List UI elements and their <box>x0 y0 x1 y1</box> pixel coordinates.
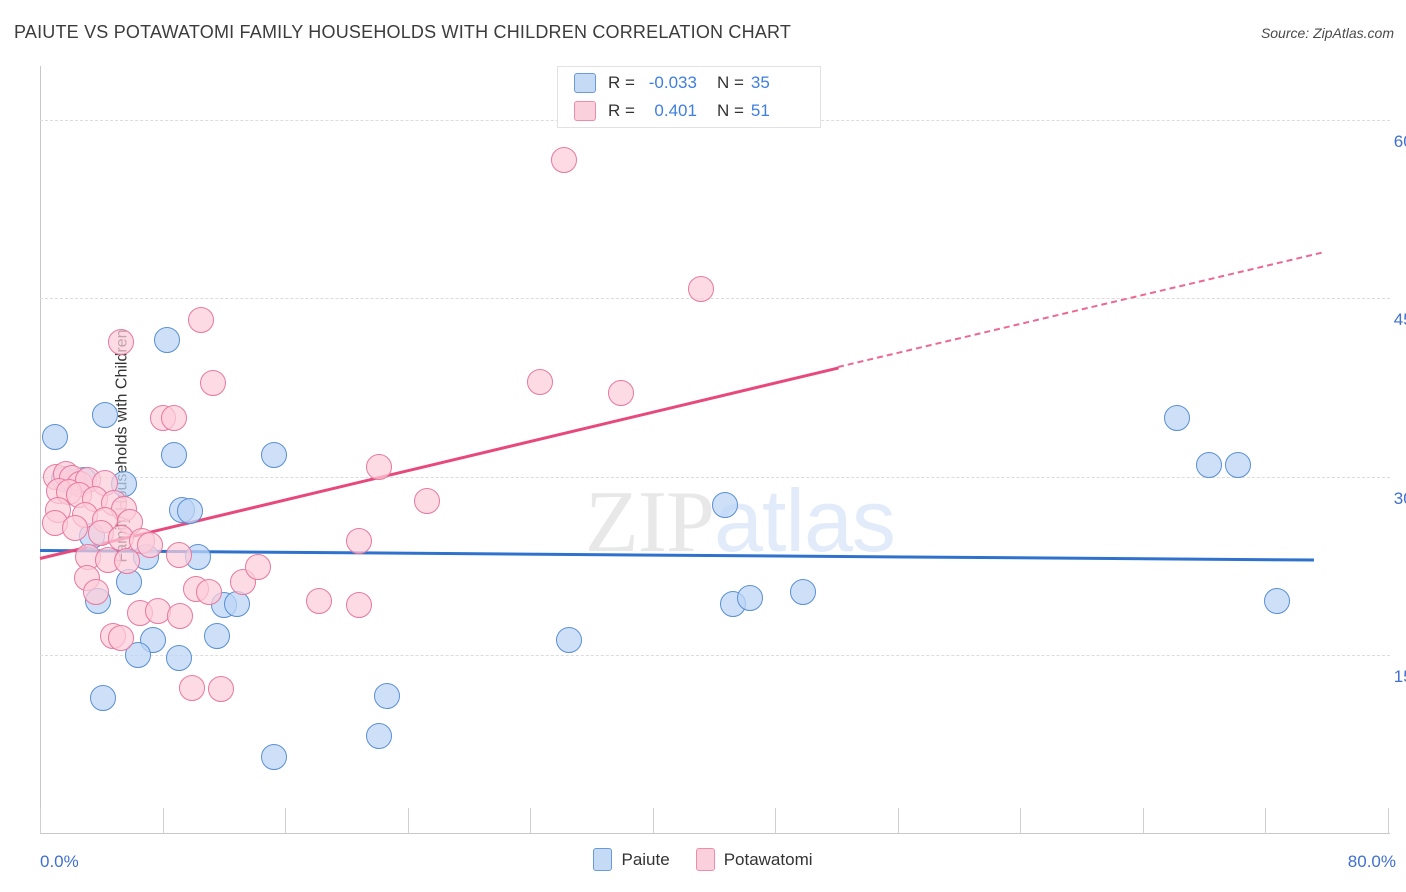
series-swatch-potawatomi <box>695 848 715 871</box>
trendline-extension-potawatomi <box>837 251 1323 369</box>
stats-legend-row-paiute: R = -0.033 N = 35 <box>558 69 820 97</box>
plot-area: ZIPatlas 60.0%45.0%30.0%15.0% <box>39 66 1406 834</box>
data-point-paiute[interactable] <box>89 685 116 712</box>
stats-legend: R = -0.033 N = 35 R = 0.401 N = 51 <box>557 66 821 128</box>
legend-n-label-potawatomi: N = <box>716 101 744 120</box>
data-point-paiute[interactable] <box>1163 405 1190 432</box>
data-point-potawatomi[interactable] <box>144 598 171 625</box>
data-point-paiute[interactable] <box>555 626 582 653</box>
x-tick <box>285 808 287 834</box>
gridline <box>40 298 1390 300</box>
x-tick <box>407 808 409 834</box>
data-point-potawatomi[interactable] <box>107 329 134 356</box>
data-point-potawatomi[interactable] <box>688 275 715 302</box>
data-point-paiute[interactable] <box>736 585 763 612</box>
trendline-paiute <box>39 549 1314 562</box>
x-tick <box>162 808 164 834</box>
data-point-potawatomi[interactable] <box>167 603 194 630</box>
x-tick <box>775 808 777 834</box>
x-tick <box>1388 808 1389 834</box>
data-point-paiute[interactable] <box>41 424 68 451</box>
data-point-potawatomi[interactable] <box>551 147 578 174</box>
legend-swatch-paiute <box>574 73 596 93</box>
data-point-potawatomi[interactable] <box>62 514 89 541</box>
data-point-potawatomi[interactable] <box>107 624 134 651</box>
data-point-paiute[interactable] <box>165 644 192 671</box>
data-point-paiute[interactable] <box>91 401 118 428</box>
data-point-paiute[interactable] <box>1225 451 1252 478</box>
data-point-paiute[interactable] <box>365 723 392 750</box>
x-tick <box>1142 808 1144 834</box>
data-point-potawatomi[interactable] <box>207 675 234 702</box>
legend-r-value-paiute: -0.033 <box>648 73 697 92</box>
data-point-potawatomi[interactable] <box>607 380 634 407</box>
x-axis-min-label: 0.0% <box>40 852 79 871</box>
x-tick <box>1020 808 1022 834</box>
data-point-paiute[interactable] <box>260 442 287 469</box>
series-legend-item-paiute[interactable]: Paiute <box>593 848 670 871</box>
data-point-potawatomi[interactable] <box>365 454 392 481</box>
y-tick-label: 45.0% <box>1393 310 1406 330</box>
trendline-potawatomi <box>39 366 839 560</box>
data-point-paiute[interactable] <box>1196 451 1223 478</box>
x-axis-max-label: 80.0% <box>1347 852 1396 871</box>
data-point-potawatomi[interactable] <box>526 368 553 395</box>
series-label-paiute: Paiute <box>621 849 670 869</box>
data-point-potawatomi[interactable] <box>178 674 205 701</box>
data-point-potawatomi[interactable] <box>165 542 192 569</box>
data-point-potawatomi[interactable] <box>346 528 373 555</box>
stats-legend-row-potawatomi: R = 0.401 N = 51 <box>558 97 820 125</box>
data-point-potawatomi[interactable] <box>114 548 141 575</box>
legend-n-value-paiute: 35 <box>750 73 770 92</box>
y-axis-line <box>40 66 41 834</box>
gridline <box>40 476 1390 478</box>
x-tick <box>530 808 532 834</box>
x-tick <box>652 808 654 834</box>
data-point-paiute[interactable] <box>125 642 152 669</box>
y-tick-label: 15.0% <box>1393 667 1406 687</box>
data-point-potawatomi[interactable] <box>196 579 223 606</box>
data-point-paiute[interactable] <box>223 591 250 618</box>
data-point-potawatomi[interactable] <box>414 487 440 514</box>
data-point-paiute[interactable] <box>260 743 287 770</box>
data-point-paiute[interactable] <box>204 623 231 650</box>
data-point-paiute[interactable] <box>373 682 400 709</box>
gridline <box>40 655 1390 657</box>
data-point-paiute[interactable] <box>176 498 203 525</box>
x-axis-line <box>40 833 1390 834</box>
data-point-paiute[interactable] <box>789 579 816 606</box>
legend-r-label-potawatomi: R = <box>608 101 635 120</box>
data-point-paiute[interactable] <box>712 492 739 519</box>
data-point-potawatomi[interactable] <box>199 369 226 396</box>
legend-n-value-potawatomi: 51 <box>750 101 770 120</box>
data-point-potawatomi[interactable] <box>188 306 215 333</box>
y-tick-label: 30.0% <box>1393 488 1406 508</box>
x-tick <box>897 808 899 834</box>
data-point-potawatomi[interactable] <box>346 592 373 619</box>
legend-r-label-paiute: R = <box>608 73 635 92</box>
source-label: Source: ZipAtlas.com <box>1260 25 1394 41</box>
legend-r-value-potawatomi: 0.401 <box>654 101 697 120</box>
data-point-potawatomi[interactable] <box>136 531 163 558</box>
legend-swatch-potawatomi <box>574 101 596 121</box>
data-point-potawatomi[interactable] <box>83 579 110 606</box>
x-tick <box>40 808 41 834</box>
series-legend-item-potawatomi[interactable]: Potawatomi <box>695 848 813 871</box>
data-point-paiute[interactable] <box>160 442 187 469</box>
page-title: PAIUTE VS POTAWATOMI FAMILY HOUSEHOLDS W… <box>14 22 792 42</box>
data-point-potawatomi[interactable] <box>244 554 271 581</box>
x-tick <box>1265 808 1267 834</box>
y-tick-label: 60.0% <box>1393 131 1406 151</box>
data-point-paiute[interactable] <box>154 326 181 353</box>
data-point-paiute[interactable] <box>1263 587 1290 614</box>
series-label-potawatomi: Potawatomi <box>723 849 813 869</box>
series-legend: Paiute Potawatomi <box>0 848 1406 871</box>
data-point-potawatomi[interactable] <box>160 405 187 432</box>
legend-n-label-paiute: N = <box>716 73 744 92</box>
data-point-potawatomi[interactable] <box>305 587 332 614</box>
series-swatch-paiute <box>593 848 613 871</box>
